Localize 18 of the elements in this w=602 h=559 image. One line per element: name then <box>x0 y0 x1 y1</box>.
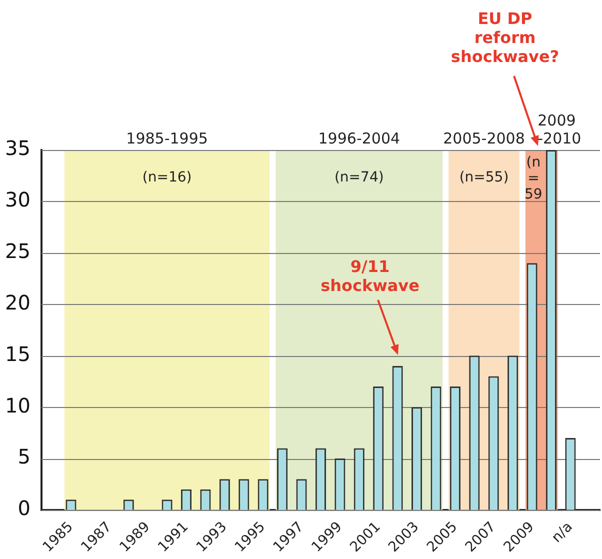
annotation: (n=74) <box>334 170 384 186</box>
y-tick-label: 25 <box>4 239 30 264</box>
annotation: (n=55) <box>459 170 509 186</box>
text: EU DP reform shockwave? <box>450 9 560 66</box>
band-label: 1985-1995 <box>126 129 208 148</box>
y-tick-label: 30 <box>4 188 30 212</box>
band-label: 1996-2004 <box>318 129 400 148</box>
annotation: 9/11 shockwave <box>320 257 420 296</box>
band-label: 2005-2008 <box>443 129 525 148</box>
y-tick-label: 35 <box>4 136 30 160</box>
y-tick-label: 0 <box>18 496 30 520</box>
y-tick-label: 20 <box>4 290 30 314</box>
y-tick-label: 5 <box>18 444 30 469</box>
annotation: (n=16) <box>142 170 192 186</box>
x-tick-label: n/a <box>548 518 576 546</box>
y-tick-label: 10 <box>4 393 30 418</box>
y-tick-label: 15 <box>4 342 30 366</box>
annotation: (n = 59 <box>524 154 542 203</box>
